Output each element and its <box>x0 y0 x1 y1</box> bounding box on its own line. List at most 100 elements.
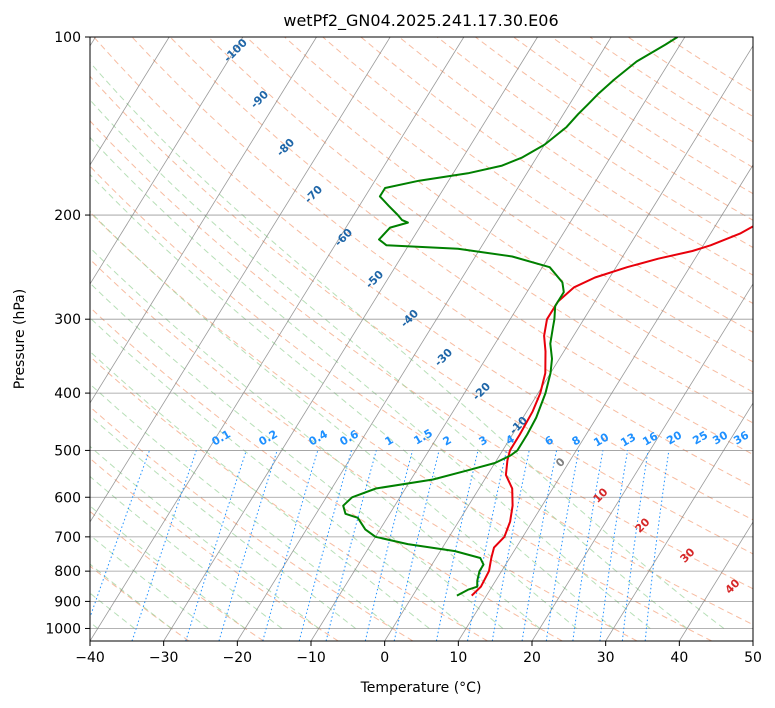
dry-adiabat-label: -100 <box>221 36 250 65</box>
dry-adiabat-label: -40 <box>398 307 421 330</box>
y-tick-label: 100 <box>54 30 81 46</box>
mixing-ratio-label: 6 <box>543 433 556 448</box>
moist-adiabat-line <box>90 99 688 629</box>
dry-adiabat-line <box>90 165 753 626</box>
x-axis-ticks: −40 −30 −20 −10 0 10 20 30 40 50 <box>75 641 762 666</box>
moist-adiabat-line <box>90 136 651 629</box>
mixing-ratio-label: 8 <box>570 433 583 448</box>
mixing-ratio-label: 1.5 <box>412 426 435 447</box>
x-tick-label: −30 <box>149 650 179 666</box>
isotherm-line <box>90 37 170 166</box>
dry-adiabat-line <box>90 258 638 641</box>
dry-adiabat-label: -90 <box>248 88 271 111</box>
mixing-ratio-label: 25 <box>690 429 710 448</box>
isotherm-line <box>90 37 465 641</box>
y-tick-label: 600 <box>54 490 81 506</box>
isotherm-line <box>163 37 538 641</box>
moist-adiabat-line <box>90 445 320 629</box>
plot-frame <box>89 36 754 642</box>
mixing-ratio-label: 0.4 <box>307 427 331 448</box>
dry-adiabat-line <box>90 510 264 641</box>
dry-adiabat-line <box>90 306 563 641</box>
x-tick-label: 50 <box>744 650 762 666</box>
y-tick-label: 900 <box>54 594 81 610</box>
moist-adiabat-line <box>90 534 209 629</box>
mixing-ratio-line <box>364 450 413 641</box>
dry-adiabat-line <box>90 120 753 590</box>
x-axis-label: Temperature (°C) <box>360 680 482 696</box>
mixing-ratio-label: 16 <box>640 429 660 448</box>
isotherms <box>90 37 753 641</box>
mixing-ratio-label: 1 <box>383 433 396 448</box>
moist-adiabat-label: 40 <box>723 576 743 596</box>
x-tick-label: 40 <box>670 650 688 666</box>
mixing-ratio-line <box>218 450 278 641</box>
isotherm-line <box>90 37 391 523</box>
mixing-ratio-lines <box>90 450 670 641</box>
mixing-ratio-line <box>131 450 197 641</box>
isotherm-line <box>457 164 753 641</box>
mixing-ratio-line <box>90 450 150 619</box>
chart-title: wetPf2_GN04.2025.241.17.30.E06 <box>283 11 558 31</box>
mixing-ratio-line <box>621 450 649 641</box>
sounding-profiles <box>342 37 753 597</box>
x-tick-label: 20 <box>523 650 541 666</box>
mixing-ratio-label: 13 <box>618 431 638 450</box>
mixing-ratio-line <box>572 450 604 641</box>
isotherm-line <box>384 45 753 641</box>
moist-adiabat-line <box>90 505 246 629</box>
moist-adiabat-line <box>90 475 283 629</box>
mixing-ratio-line <box>435 450 479 641</box>
mixing-ratio-line <box>393 450 440 641</box>
isotherm-line <box>752 640 753 641</box>
dry-adiabat-line <box>90 75 753 555</box>
mixing-ratio-line <box>262 450 319 641</box>
dry-adiabat-line <box>246 37 753 393</box>
x-tick-label: −20 <box>223 650 253 666</box>
moist-adiabat-line <box>90 173 614 629</box>
dry-adiabat-line <box>284 37 753 363</box>
y-axis-ticks: 100 200 300 400 500 600 700 800 900 1000 <box>45 30 90 637</box>
mixing-ratio-line <box>545 450 580 641</box>
dry-adiabat-line <box>90 457 339 641</box>
dry-adiabat-line <box>131 37 753 488</box>
mixing-ratio-line <box>467 450 507 641</box>
mixing-ratio-line <box>599 450 629 641</box>
moist-adiabats <box>90 61 725 629</box>
isotherm-line <box>236 37 612 641</box>
y-tick-label: 400 <box>54 386 81 402</box>
y-tick-label: 300 <box>54 312 81 328</box>
y-tick-label: 700 <box>54 530 81 546</box>
dry-adiabat-line <box>436 37 753 249</box>
dry-adiabat-label: -80 <box>274 136 297 159</box>
mixing-ratio-label: 2 <box>441 433 454 448</box>
mixing-ratio-line <box>185 450 247 641</box>
isotherm-line <box>90 37 317 404</box>
dry-adiabat-label: -60 <box>332 226 355 249</box>
moist-adiabat-line <box>90 282 504 629</box>
dry-adiabat-label: -50 <box>363 268 386 291</box>
moist-adiabat-line <box>90 210 577 629</box>
isotherm-line <box>678 521 753 641</box>
y-tick-label: 500 <box>54 443 81 459</box>
mixing-ratio-line <box>521 450 558 641</box>
dry-adiabat-line <box>551 37 753 169</box>
y-tick-label: 200 <box>54 208 81 224</box>
x-tick-label: 0 <box>380 650 389 666</box>
x-tick-label: −10 <box>296 650 326 666</box>
x-tick-label: 30 <box>597 650 615 666</box>
dry-adiabat-line <box>93 37 753 521</box>
dry-adiabat-line <box>322 37 753 333</box>
moist-adiabat-line <box>90 246 541 629</box>
mixing-ratio-label: 20 <box>664 428 684 447</box>
dry-adiabat-line <box>90 355 488 641</box>
isotherm-line <box>90 37 244 285</box>
mixing-ratio-label: 36 <box>731 428 751 447</box>
isotherm-line <box>310 37 686 641</box>
plot-content: -100-90-80-70-60-50-40-30-20-100.1 0.2 0.4… <box>90 36 753 641</box>
dry-adiabat-label: -30 <box>432 346 455 369</box>
moist-adiabat-line <box>90 317 467 629</box>
mixing-ratio-label: 0.1 <box>210 427 233 448</box>
isotherm-line <box>531 283 753 641</box>
